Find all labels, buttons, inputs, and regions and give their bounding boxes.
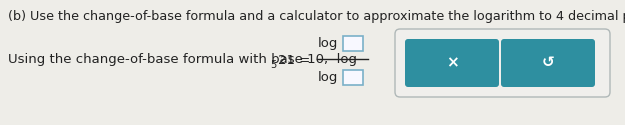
- Text: 5: 5: [270, 60, 276, 70]
- Text: 21 =: 21 =: [278, 54, 310, 66]
- FancyBboxPatch shape: [343, 70, 363, 85]
- Text: Using the change-of-base formula with base 10,  log: Using the change-of-base formula with ba…: [8, 54, 357, 66]
- FancyBboxPatch shape: [343, 36, 363, 51]
- Text: log: log: [318, 70, 338, 84]
- FancyBboxPatch shape: [501, 39, 595, 87]
- Text: log: log: [318, 36, 338, 50]
- FancyBboxPatch shape: [395, 29, 610, 97]
- Text: ↺: ↺: [542, 56, 554, 70]
- Text: ×: ×: [446, 56, 458, 70]
- FancyBboxPatch shape: [405, 39, 499, 87]
- Text: (b) Use the change-of-base formula and a calculator to approximate the logarithm: (b) Use the change-of-base formula and a…: [8, 10, 625, 23]
